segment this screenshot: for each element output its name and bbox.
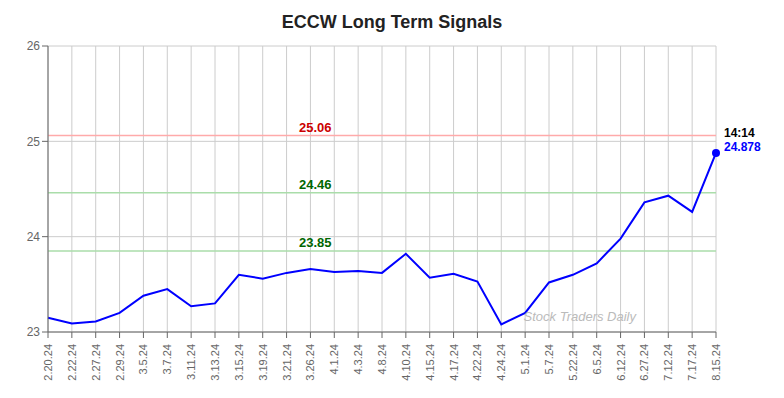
svg-text:24.46: 24.46 [299,177,332,192]
svg-text:3.7.24: 3.7.24 [161,344,173,375]
svg-text:5.7.24: 5.7.24 [543,344,555,375]
svg-text:6.5.24: 6.5.24 [591,344,603,375]
svg-text:2.20.24: 2.20.24 [42,344,54,381]
svg-text:8.15.24: 8.15.24 [710,344,722,381]
svg-text:4.15.24: 4.15.24 [424,344,436,381]
svg-text:4.24.24: 4.24.24 [495,344,507,381]
svg-text:2.22.24: 2.22.24 [66,344,78,381]
svg-text:25.06: 25.06 [299,120,332,135]
svg-text:24.878: 24.878 [724,140,761,154]
svg-text:5.1.24: 5.1.24 [519,344,531,375]
svg-text:2.27.24: 2.27.24 [90,344,102,381]
svg-text:5.22.24: 5.22.24 [567,344,579,381]
svg-text:4.10.24: 4.10.24 [400,344,412,381]
svg-text:3.26.24: 3.26.24 [304,344,316,381]
svg-text:4.8.24: 4.8.24 [376,344,388,375]
svg-text:4.3.24: 4.3.24 [352,344,364,375]
svg-text:3.19.24: 3.19.24 [257,344,269,381]
svg-text:4.22.24: 4.22.24 [471,344,483,381]
svg-text:25: 25 [27,135,41,149]
svg-text:7.17.24: 7.17.24 [686,344,698,381]
svg-text:6.12.24: 6.12.24 [615,344,627,381]
html-text:Stock Traders Daily: Stock Traders Daily [523,309,636,324]
svg-text:2.29.24: 2.29.24 [114,344,126,381]
svg-text:4.1.24: 4.1.24 [328,344,340,375]
svg-text:14:14: 14:14 [724,126,755,140]
svg-text:6.27.24: 6.27.24 [638,344,650,381]
svg-text:4.17.24: 4.17.24 [448,344,460,381]
svg-text:3.21.24: 3.21.24 [281,344,293,381]
svg-text:3.11.24: 3.11.24 [185,344,197,380]
svg-text:23: 23 [27,325,41,339]
svg-text:3.15.24: 3.15.24 [233,344,245,381]
svg-text:24: 24 [27,230,41,244]
svg-text:3.5.24: 3.5.24 [137,344,149,375]
svg-text:7.12.24: 7.12.24 [662,344,674,381]
svg-text:23.85: 23.85 [299,235,332,250]
html-text:ECCW Long Term Signals: ECCW Long Term Signals [281,12,503,32]
svg-text:3.13.24: 3.13.24 [209,344,221,381]
svg-text:26: 26 [27,39,41,53]
